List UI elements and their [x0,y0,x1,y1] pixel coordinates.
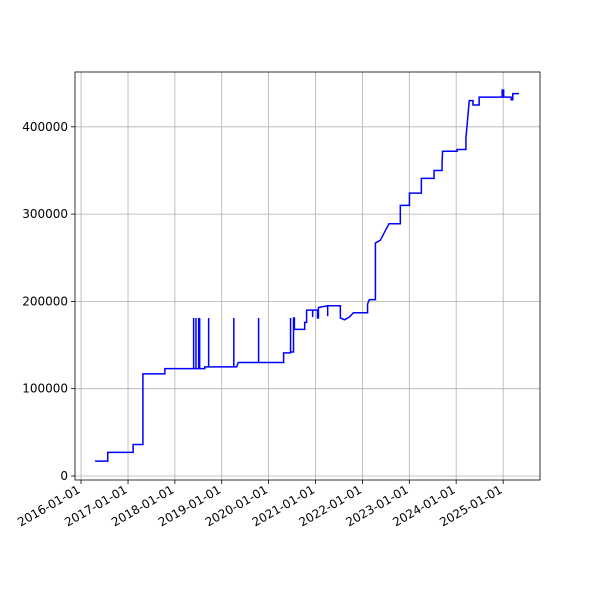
y-tick-label: 0 [60,469,68,483]
y-tick-label: 100000 [22,382,68,396]
y-tick-label: 400000 [22,120,68,134]
grid [75,72,540,480]
y-tick-label: 300000 [22,207,68,221]
plot-area [75,72,540,480]
marks [95,89,520,462]
data-line [95,89,520,462]
y-tick-label: 200000 [22,294,68,308]
axes-frame [74,71,541,481]
